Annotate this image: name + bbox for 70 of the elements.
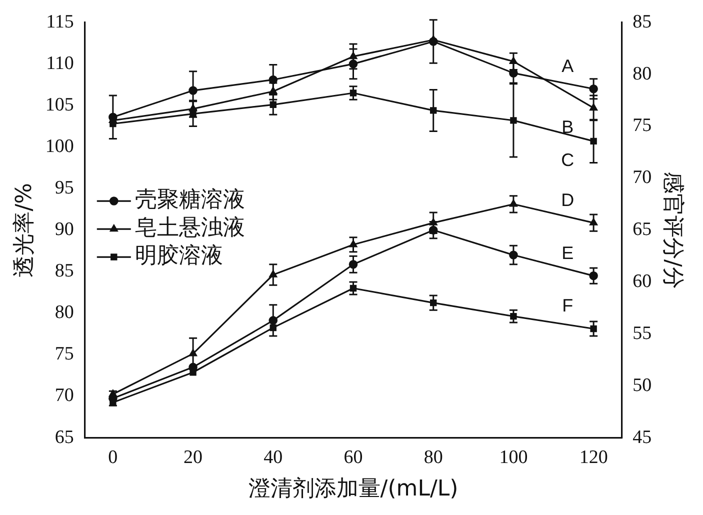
point xyxy=(349,240,358,248)
point xyxy=(589,84,598,94)
annotation: E xyxy=(562,242,574,263)
point xyxy=(590,218,598,226)
point xyxy=(428,226,438,234)
x-tick-label: 20 xyxy=(184,447,203,468)
x-axis-title: 澄清剂添加量/(mL/L) xyxy=(248,476,458,502)
point xyxy=(270,101,276,108)
legend-label: 明胶溶液 xyxy=(134,244,223,269)
y-tick-label: 110 xyxy=(46,52,74,74)
point xyxy=(430,107,437,114)
x-tick-label: 100 xyxy=(499,447,528,468)
annotation: B xyxy=(562,116,574,137)
point xyxy=(188,86,198,95)
point xyxy=(189,349,197,356)
y-tick-label: 95 xyxy=(54,178,74,199)
x-tick-label: 0 xyxy=(108,447,118,468)
annotation: F xyxy=(562,296,574,316)
point xyxy=(269,270,278,278)
y2-tick-label: 85 xyxy=(632,11,652,32)
point xyxy=(428,37,438,46)
point xyxy=(590,325,597,332)
y2-tick-label: 60 xyxy=(632,271,652,292)
y2-tick-label: 80 xyxy=(632,63,652,84)
y-tick-label: 75 xyxy=(54,344,74,365)
annotation: C xyxy=(561,150,574,170)
point xyxy=(430,299,437,306)
y-axis-title: 透光率/% xyxy=(12,182,37,278)
y2-tick-label: 75 xyxy=(632,115,652,136)
y2-tick-label: 50 xyxy=(632,374,652,396)
y-tick-label: 105 xyxy=(45,94,74,116)
point xyxy=(510,117,517,124)
legend-label: 壳聚糖溶液 xyxy=(134,188,245,213)
point xyxy=(109,390,117,397)
y2-tick-label: 70 xyxy=(632,167,652,188)
point xyxy=(268,75,278,84)
y2-tick-label: 65 xyxy=(632,219,652,240)
point xyxy=(189,104,197,112)
point xyxy=(590,138,597,145)
point xyxy=(589,271,598,280)
point xyxy=(348,260,358,269)
x-tick-label: 40 xyxy=(264,447,283,468)
point xyxy=(509,68,518,78)
y2-axis-title: 感官评分/分 xyxy=(660,171,686,289)
annotation: A xyxy=(562,56,574,76)
point xyxy=(348,60,358,68)
y-tick-label: 65 xyxy=(54,426,74,448)
y-tick-label: 80 xyxy=(54,302,74,324)
x-tick-label: 120 xyxy=(579,447,608,468)
y-tick-label: 85 xyxy=(54,260,74,282)
y-tick-label: 100 xyxy=(45,136,74,158)
point xyxy=(349,52,358,60)
point xyxy=(268,316,278,325)
point xyxy=(269,86,278,94)
point xyxy=(270,324,276,332)
point xyxy=(429,218,438,226)
y2-tick-label: 55 xyxy=(632,322,652,344)
point xyxy=(510,57,518,64)
y-tick-label: 70 xyxy=(54,385,74,406)
legend-label: 皂土悬浊液 xyxy=(134,216,245,241)
x-tick-label: 60 xyxy=(344,447,363,468)
y-tick-label: 115 xyxy=(46,11,74,32)
annotation: D xyxy=(561,190,574,210)
y2-tick-label: 45 xyxy=(632,426,652,448)
x-tick-label: 80 xyxy=(424,447,443,468)
point xyxy=(510,200,518,207)
point xyxy=(509,250,518,260)
y-tick-label: 90 xyxy=(54,219,74,240)
point xyxy=(190,110,196,118)
point xyxy=(590,104,598,111)
